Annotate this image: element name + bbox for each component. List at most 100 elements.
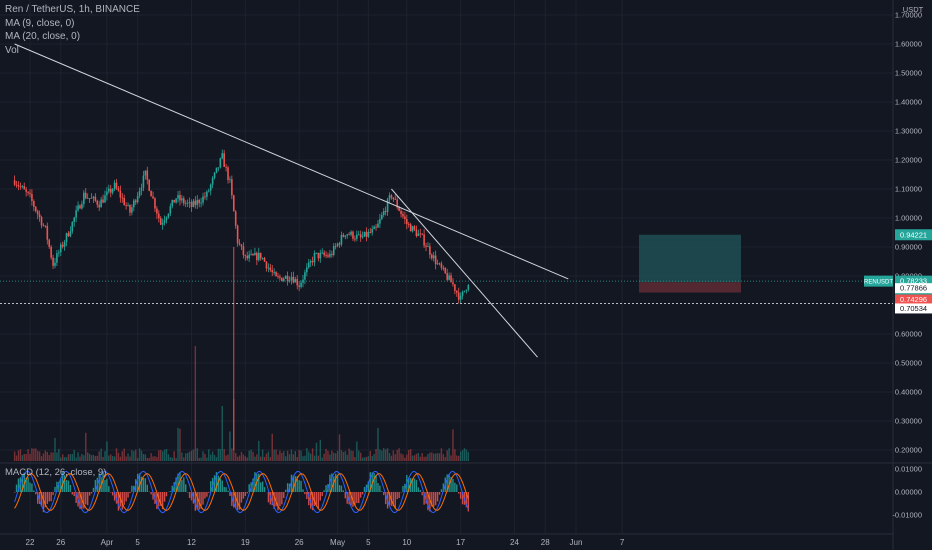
volume-bar — [73, 449, 75, 461]
volume-bar — [377, 427, 379, 461]
candle-body — [207, 190, 210, 192]
chart-legend: Ren / TetherUS, 1h, BINANCE MA (9, close… — [5, 3, 140, 57]
volume-bar — [346, 454, 348, 461]
volume-bar — [350, 450, 352, 461]
macd-histogram-bar — [459, 492, 462, 499]
macd-histogram-bar — [229, 492, 231, 496]
macd-histogram-bar — [85, 492, 87, 505]
legend-vol[interactable]: Vol — [5, 44, 19, 56]
trendlines — [14, 43, 569, 358]
take-profit-zone[interactable] — [639, 234, 741, 283]
stop-tag-bg — [895, 294, 932, 305]
macd-legend[interactable]: MACD (12, 26, close, 9) — [5, 467, 107, 478]
candle-body — [150, 190, 152, 197]
candle-body — [221, 153, 224, 159]
volume-bar — [115, 448, 118, 461]
macd-histogram-bar — [431, 492, 433, 507]
candle-body — [83, 192, 85, 204]
candle-body — [463, 290, 466, 292]
candle-body — [363, 231, 366, 237]
volume-bar — [342, 452, 345, 461]
candle-body — [209, 184, 212, 191]
macd-histogram-bar — [79, 492, 81, 509]
macd-histogram-bar — [35, 492, 37, 495]
candle-body — [369, 232, 372, 233]
volume-bar — [167, 454, 170, 461]
macd-histogram-bar — [206, 492, 208, 497]
macd-histogram-bar — [354, 492, 356, 506]
price-tick-label: 1.20000 — [895, 156, 922, 165]
long-trendline[interactable] — [14, 43, 569, 280]
stop-loss-zone[interactable] — [639, 282, 741, 293]
candle-body — [77, 205, 79, 211]
volume-bar — [146, 457, 148, 461]
candle-body — [56, 253, 58, 263]
volume-bar — [294, 450, 297, 461]
last-price-tag: 0.78233 — [900, 277, 927, 286]
macd-histogram-bar — [42, 492, 45, 513]
candle-body — [321, 252, 324, 254]
volume-bar — [331, 450, 333, 461]
volume-bar — [459, 451, 462, 461]
candle-body — [313, 252, 316, 263]
candle-body — [117, 188, 120, 191]
macd-histogram-bar — [136, 473, 139, 492]
volume-bar — [279, 450, 281, 461]
candle-body — [165, 217, 168, 221]
macd-histogram-bar — [140, 476, 143, 492]
volume-bar — [23, 453, 25, 461]
candle-body — [131, 207, 133, 213]
candle-body — [86, 198, 89, 199]
candle-body — [38, 214, 41, 218]
macd-histogram-bar — [319, 492, 321, 501]
candle-body — [346, 234, 349, 236]
short-trendline[interactable] — [391, 188, 538, 358]
macd-histogram-bar — [284, 489, 287, 492]
volume-bar — [281, 452, 283, 461]
volume-bar — [61, 454, 64, 461]
candle-body — [84, 192, 87, 199]
macd-histogram-bar — [438, 492, 441, 495]
volume-bar — [340, 450, 343, 461]
macd-histogram-bar — [415, 480, 418, 492]
candle-body — [92, 196, 95, 198]
macd-histogram-bar — [383, 492, 385, 496]
legend-ma20[interactable]: MA (20, close, 0) — [5, 31, 81, 42]
macd-histogram-bar — [315, 492, 318, 505]
macd-histogram-bar — [465, 492, 468, 508]
macd-histogram-bar — [425, 492, 427, 504]
volume-bar — [300, 450, 302, 461]
candle-body — [455, 290, 458, 293]
volume-bar — [83, 455, 85, 461]
volume-bar — [210, 454, 212, 461]
candle-body — [140, 187, 143, 191]
volume-bar — [125, 456, 127, 461]
macd-histogram-bar — [411, 478, 414, 492]
legend-ma9[interactable]: MA (9, close, 0) — [5, 17, 75, 29]
volume-bar — [123, 448, 125, 461]
volume-bar — [133, 451, 135, 461]
volume-bar — [390, 455, 393, 461]
volume-bar — [144, 454, 147, 461]
macd-histogram-bar — [271, 492, 273, 506]
volume-bar — [356, 441, 358, 461]
candle-body — [348, 234, 350, 236]
legend-title[interactable]: Ren / TetherUS, 1h, BINANCE — [5, 4, 140, 15]
volume-bar — [284, 456, 287, 461]
candle-body — [25, 189, 27, 192]
macd-histogram-bar — [448, 473, 450, 492]
candle-body — [384, 211, 387, 213]
volume-bar — [436, 453, 439, 461]
volume-bar — [25, 453, 27, 461]
volume-bar — [367, 456, 370, 461]
price-tick-label: 1.50000 — [895, 69, 922, 78]
macd-histogram-bar — [90, 492, 93, 494]
candle-body — [373, 226, 375, 230]
macd-histogram-bar — [71, 492, 73, 495]
macd-histogram-bar — [331, 473, 333, 492]
volume-bar — [202, 451, 204, 461]
macd-histogram-bar — [408, 477, 410, 492]
candle-body — [382, 211, 385, 215]
